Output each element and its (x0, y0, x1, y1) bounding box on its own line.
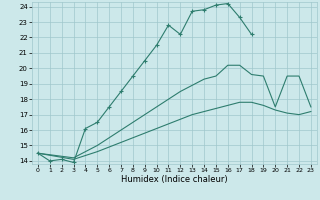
X-axis label: Humidex (Indice chaleur): Humidex (Indice chaleur) (121, 175, 228, 184)
